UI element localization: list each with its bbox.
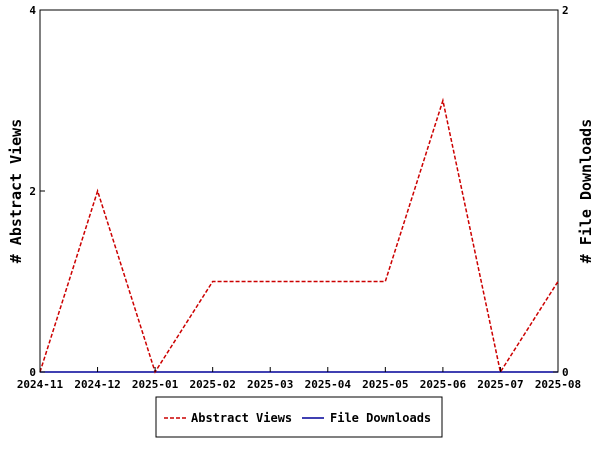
x-tick-label: 2025-08	[535, 378, 581, 391]
series-line-abstract-views	[39, 97, 559, 374]
x-tick-label: 2025-07	[477, 378, 523, 391]
y-axis-title: # Abstract Views	[7, 119, 25, 264]
legend: Abstract Views File Downloads	[155, 396, 443, 438]
legend-box	[155, 396, 443, 438]
x-tick-label: 2025-05	[362, 378, 408, 391]
legend-label-abstract-views: Abstract Views	[191, 411, 292, 425]
x-tick-label: 2025-02	[189, 378, 235, 391]
plot-area	[39, 9, 559, 373]
y-tick-label: 0	[29, 366, 36, 379]
x-tick-label: 2025-04	[305, 378, 352, 391]
x-tick-label: 2024-11	[17, 378, 64, 391]
y2-tick-label: 2	[562, 4, 569, 17]
y2-tick-label: 0	[562, 366, 569, 379]
series-layer	[39, 97, 559, 374]
plot-frame	[39, 9, 559, 373]
x-tick-label: 2025-03	[247, 378, 293, 391]
legend-label-file-downloads: File Downloads	[330, 411, 431, 425]
x-tick-label: 2024-12	[74, 378, 120, 391]
y2-axis-title: # File Downloads	[577, 119, 595, 264]
axes-layer: 2024-11 2024-12 2025-01 2025-02 2025-03 2025-…	[17, 4, 581, 391]
x-tick-label: 2025-01	[132, 378, 179, 391]
y-tick-label: 2	[29, 185, 36, 198]
y-tick-label: 4	[29, 4, 36, 17]
x-tick-label: 2025-06	[420, 378, 467, 391]
